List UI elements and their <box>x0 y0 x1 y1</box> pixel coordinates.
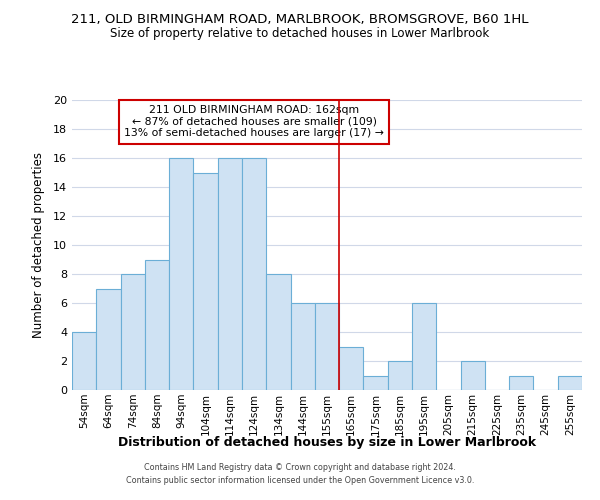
Bar <box>218 158 242 390</box>
Text: Contains HM Land Registry data © Crown copyright and database right 2024.
Contai: Contains HM Land Registry data © Crown c… <box>126 464 474 485</box>
Bar <box>266 274 290 390</box>
Bar <box>388 361 412 390</box>
Bar <box>72 332 96 390</box>
Bar <box>242 158 266 390</box>
Bar <box>412 303 436 390</box>
Bar <box>169 158 193 390</box>
Text: Distribution of detached houses by size in Lower Marlbrook: Distribution of detached houses by size … <box>118 436 536 449</box>
Bar <box>290 303 315 390</box>
Bar <box>364 376 388 390</box>
Text: 211, OLD BIRMINGHAM ROAD, MARLBROOK, BROMSGROVE, B60 1HL: 211, OLD BIRMINGHAM ROAD, MARLBROOK, BRO… <box>71 12 529 26</box>
Bar <box>339 346 364 390</box>
Bar <box>558 376 582 390</box>
Bar <box>315 303 339 390</box>
Y-axis label: Number of detached properties: Number of detached properties <box>32 152 44 338</box>
Text: 211 OLD BIRMINGHAM ROAD: 162sqm
← 87% of detached houses are smaller (109)
13% o: 211 OLD BIRMINGHAM ROAD: 162sqm ← 87% of… <box>124 105 384 138</box>
Text: Size of property relative to detached houses in Lower Marlbrook: Size of property relative to detached ho… <box>110 28 490 40</box>
Bar <box>96 288 121 390</box>
Bar <box>121 274 145 390</box>
Bar <box>461 361 485 390</box>
Bar <box>193 172 218 390</box>
Bar <box>145 260 169 390</box>
Bar <box>509 376 533 390</box>
